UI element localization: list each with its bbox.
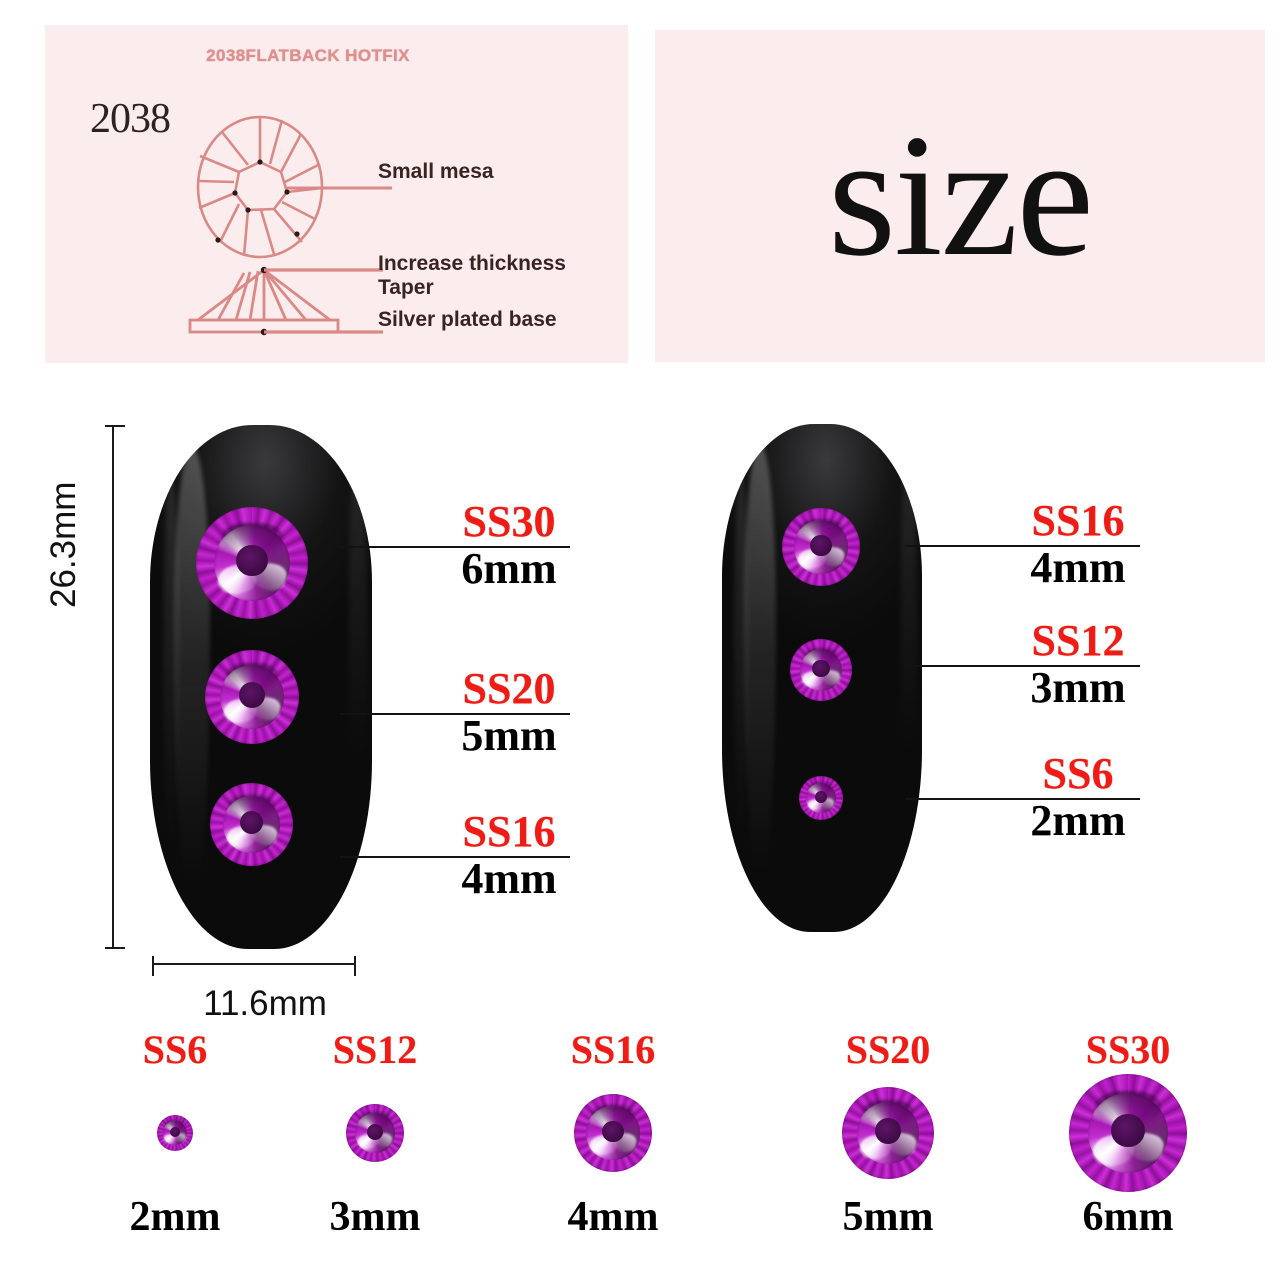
rhinestone-ss6 — [799, 776, 843, 820]
nail-right — [722, 424, 922, 932]
rhinestone-core — [602, 1120, 624, 1143]
swatch-ss30: SS30 6mm — [1048, 1026, 1208, 1241]
swatch-gem-container — [1048, 1073, 1208, 1193]
ss-value: SS20 — [462, 664, 556, 713]
leader-line-ss30 — [340, 546, 570, 548]
rhinestone-ss20 — [205, 650, 299, 744]
annotation-silver-plated-base: Silver plated base — [378, 308, 557, 331]
swatch-gem-container — [533, 1073, 693, 1193]
swatch-mm-label: 4mm — [567, 1194, 659, 1240]
mm-value: 4mm — [461, 854, 557, 903]
rhinestone-shadow — [799, 518, 843, 543]
rhinestone-shadow — [803, 647, 839, 667]
ss-value: SS12 — [1031, 616, 1125, 665]
rhinestone-shadow — [591, 1104, 635, 1129]
swatch-gem-container — [295, 1073, 455, 1193]
mm-value: 5mm — [461, 711, 557, 760]
rhinestone-swatch-ss20 — [842, 1087, 934, 1179]
rhinestone-shadow — [808, 782, 834, 796]
swatch-mm-label: 2mm — [129, 1194, 221, 1240]
nail-rim-highlight — [347, 440, 368, 913]
swatch-ss6: SS6 2mm — [95, 1026, 255, 1241]
rhinestone-ss16 — [210, 783, 293, 866]
nail-gloss-edge — [734, 474, 748, 851]
annotation-increase-thickness: Increase thickness — [378, 252, 566, 275]
flatback-info-panel — [45, 25, 628, 363]
rhinestone-shadow — [164, 1120, 186, 1131]
size-label-ss16: SS16 4mm — [449, 810, 569, 901]
swatch-mm-label: 3mm — [329, 1194, 421, 1240]
swatch-ss-label: SS30 — [1085, 1027, 1171, 1072]
mm-value: 2mm — [1030, 796, 1126, 845]
rhinestone-shadow — [358, 1112, 392, 1130]
model-number-label: 2038 — [90, 96, 171, 142]
rhinestone-core — [1111, 1114, 1145, 1148]
rhinestone-swatch-ss30 — [1069, 1074, 1187, 1192]
nail-rim-highlight — [900, 439, 918, 897]
swatch-ss12: SS12 3mm — [295, 1026, 455, 1241]
swatch-gem-container — [808, 1073, 968, 1193]
nail-width-label: 11.6mm — [203, 984, 327, 1023]
leader-line-ss12-right — [905, 665, 1140, 667]
swatch-gem-container — [95, 1073, 255, 1193]
flatback-topview-diagram — [196, 115, 392, 259]
ss-value: SS16 — [462, 807, 556, 856]
swatch-mm-label: 5mm — [842, 1194, 934, 1240]
rhinestone-core — [236, 545, 268, 577]
swatch-mm-label: 6mm — [1082, 1194, 1174, 1240]
rhinestone-core — [810, 534, 832, 557]
size-label-ss30: SS30 6mm — [449, 500, 569, 591]
nail-width-dimension-line — [152, 956, 356, 976]
swatch-ss-label: SS6 — [142, 1027, 208, 1072]
panel-header-title: 2038FLATBACK HOTFIX — [206, 46, 410, 65]
rhinestone-swatch-ss16 — [574, 1094, 652, 1172]
nail-gloss-highlight — [744, 444, 776, 912]
size-label-ss16-right: SS16 4mm — [1018, 499, 1138, 590]
rhinestone-core — [238, 681, 266, 709]
rhinestone-core — [169, 1127, 181, 1138]
mm-value: 4mm — [1030, 543, 1126, 592]
annotation-small-mesa: Small mesa — [378, 160, 494, 183]
rhinestone-ss12 — [790, 639, 852, 701]
size-heading: size — [827, 98, 1094, 293]
rhinestone-core — [814, 790, 828, 804]
nail-height-dimension-line — [105, 425, 125, 949]
swatch-ss-label: SS20 — [845, 1027, 931, 1072]
ss-value: SS16 — [1031, 496, 1125, 545]
swatch-ss-label: SS12 — [332, 1027, 418, 1072]
leader-line-ss20 — [340, 713, 570, 715]
rhinestone-ss16 — [782, 508, 860, 586]
rhinestone-core — [239, 811, 264, 835]
leader-line-ss16-right — [905, 545, 1140, 547]
rhinestone-ss30 — [196, 507, 308, 619]
size-label-ss20: SS20 5mm — [449, 667, 569, 758]
nail-height-label: 26.3mm — [44, 481, 83, 608]
flatback-sideview-diagram — [188, 266, 383, 336]
mm-value: 3mm — [1030, 663, 1126, 712]
size-label-ss6-right: SS6 2mm — [1018, 752, 1138, 843]
swatch-ss-label: SS16 — [570, 1027, 656, 1072]
nail-gloss-highlight — [174, 445, 210, 929]
annotation-taper: Taper — [378, 276, 434, 299]
leader-line-ss6-right — [905, 798, 1140, 800]
rhinestone-swatch-ss12 — [346, 1104, 404, 1162]
ss-value: SS6 — [1042, 749, 1114, 798]
rhinestone-swatch-ss6 — [157, 1115, 193, 1151]
size-label-ss12-right: SS12 3mm — [1018, 619, 1138, 710]
mm-value: 6mm — [461, 544, 557, 593]
nail-gloss-edge — [163, 477, 179, 866]
rhinestone-core — [366, 1123, 384, 1140]
rhinestone-core — [812, 660, 830, 678]
size-title-panel — [655, 30, 1265, 362]
nail-left — [150, 425, 372, 949]
rhinestone-core — [875, 1118, 901, 1145]
swatch-ss20: SS20 5mm — [808, 1026, 968, 1241]
ss-value: SS30 — [462, 497, 556, 546]
leader-line-ss16 — [340, 856, 570, 858]
swatch-ss16: SS16 4mm — [533, 1026, 693, 1241]
